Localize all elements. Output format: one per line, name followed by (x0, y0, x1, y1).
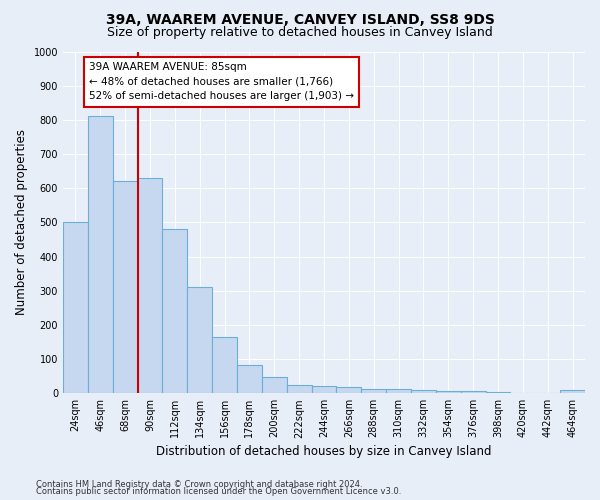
Bar (212, 338, 237, 393)
Text: 39A, WAAREM AVENUE, CANVEY ISLAND, SS8 9DS: 39A, WAAREM AVENUE, CANVEY ISLAND, SS8 9… (106, 12, 494, 26)
Bar (187, 288, 212, 393)
Text: Contains public sector information licensed under the Open Government Licence v3: Contains public sector information licen… (36, 488, 401, 496)
Y-axis label: Number of detached properties: Number of detached properties (15, 130, 28, 316)
Bar (461, 392, 485, 393)
Bar (113, 182, 137, 393)
Bar (287, 384, 311, 393)
Bar (560, 390, 585, 393)
Text: Size of property relative to detached houses in Canvey Island: Size of property relative to detached ho… (107, 26, 493, 39)
Bar (163, 229, 187, 393)
Bar (361, 389, 386, 393)
Bar (436, 391, 461, 393)
X-axis label: Distribution of detached houses by size in Canvey Island: Distribution of detached houses by size … (156, 444, 492, 458)
Bar (88, 116, 113, 393)
Text: 39A WAAREM AVENUE: 85sqm
← 48% of detached houses are smaller (1,766)
52% of sem: 39A WAAREM AVENUE: 85sqm ← 48% of detach… (89, 62, 354, 102)
Text: Contains HM Land Registry data © Crown copyright and database right 2024.: Contains HM Land Registry data © Crown c… (36, 480, 362, 489)
Bar (63, 222, 88, 393)
Bar (237, 365, 262, 393)
Bar (262, 378, 287, 393)
Bar (337, 387, 361, 393)
Bar (311, 386, 337, 393)
Bar (137, 178, 163, 393)
Bar (411, 390, 436, 393)
Bar (386, 389, 411, 393)
Bar (485, 392, 511, 393)
